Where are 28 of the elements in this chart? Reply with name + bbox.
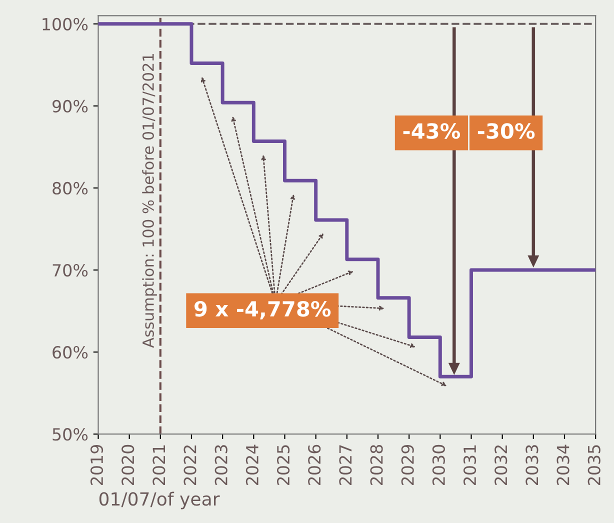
y-tick-label: 70% <box>52 264 88 277</box>
y-tick-label: 100% <box>42 18 88 30</box>
x-axis-title: 01/07/of year <box>99 492 220 510</box>
x-tick-label: 2022 <box>184 445 196 486</box>
x-tick-label: 2028 <box>370 444 383 486</box>
y-tick-label: 50% <box>52 428 88 441</box>
x-tick-label: 2030 <box>432 444 445 486</box>
x-tick-label: 2035 <box>588 445 600 486</box>
x-tick-label: 2019 <box>90 444 104 486</box>
x-tick-label: 2031 <box>463 445 476 486</box>
x-tick-label: 2029 <box>401 444 414 486</box>
x-tick-label: 2021 <box>152 445 166 486</box>
x-tick-label: 2025 <box>276 445 290 486</box>
x-tick-label: 2027 <box>339 445 352 486</box>
x-tick-label: 2020 <box>122 444 134 486</box>
x-tick-label: 2024 <box>246 444 258 486</box>
annotation: -43% <box>403 123 460 139</box>
annotation: 9 x -4,778% <box>194 300 331 320</box>
x-tick-label: 2033 <box>526 445 538 486</box>
y-tick-label: 60% <box>52 346 88 359</box>
annotation: -30% <box>478 123 535 139</box>
x-tick-label: 2023 <box>214 445 228 486</box>
x-tick-label: 2032 <box>494 445 508 486</box>
x-tick-label: 2026 <box>308 444 321 486</box>
ref-line-label: Assumption: 100 % before 01/07/2021 <box>142 54 157 348</box>
y-tick-label: 80% <box>52 182 88 195</box>
y-tick-label: 90% <box>52 100 88 112</box>
x-tick-label: 2034 <box>556 444 570 486</box>
